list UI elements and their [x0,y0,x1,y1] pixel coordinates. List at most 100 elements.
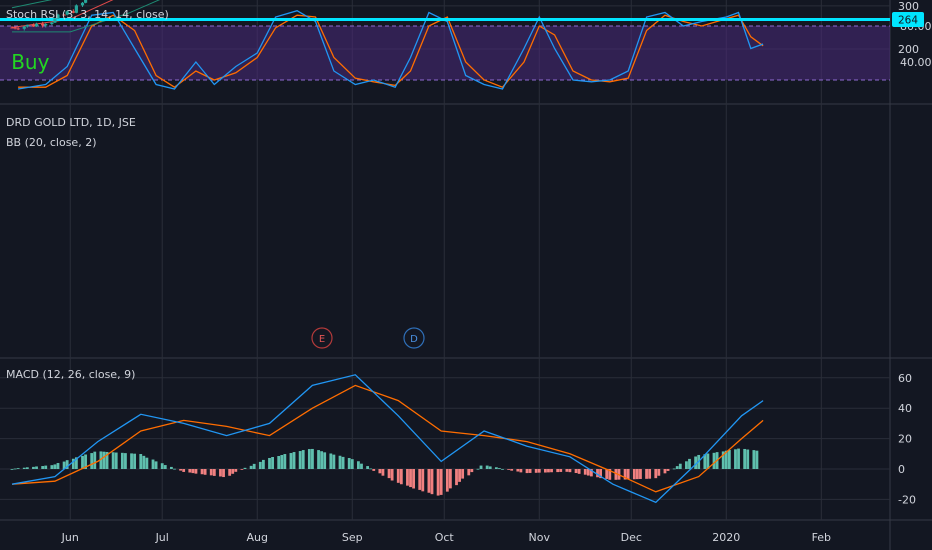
dividend-marker[interactable]: D [403,327,425,349]
macd-histogram-bar [657,469,661,476]
candle-body [34,23,39,27]
macd-histogram-bar [721,451,725,469]
macd-histogram-bar [243,467,247,469]
macd-histogram-bar [99,451,103,469]
macd-histogram-bar [145,457,149,469]
macd-histogram-bar [329,453,333,469]
macd-histogram-bar [559,469,563,472]
macd-histogram-bar [56,462,60,469]
macd-histogram-bar [623,469,627,480]
macd-histogram-bar [525,469,529,474]
macd-histogram-bar [16,468,20,469]
macd-histogram-bar [399,469,403,485]
candle-body [80,2,85,6]
macd-histogram-bar [412,469,415,489]
macd-histogram-bar [182,469,186,472]
macd-histogram-bar [84,454,87,469]
macd-histogram-bar [350,459,354,469]
macd-histogram-bar [663,469,667,474]
macd-histogram-bar [461,469,465,479]
macd-histogram-bar [13,468,17,470]
symbol-legend[interactable]: DRD GOLD LTD, 1D, JSE [6,116,136,129]
candle-body [31,24,36,27]
macd-histogram-bar [234,469,238,472]
macd-histogram-bar [501,468,504,470]
candle-body [25,24,29,27]
candle-body [44,24,48,26]
macd-histogram-bar [470,469,474,473]
macd-histogram-bar [222,469,225,478]
macd-tick-label: 40 [898,402,912,415]
macd-signal-line [11,384,764,493]
macd-histogram-bar [249,465,253,469]
macd-histogram-bar [133,453,137,469]
macd-tick-label: 0 [898,463,905,476]
candle-body [74,5,78,13]
macd-histogram-bar [81,455,84,469]
macd-histogram-bar [694,456,698,469]
macd-histogram-bar [734,449,737,469]
macd-histogram-bar [479,465,483,469]
stoch-legend[interactable]: Stoch RSI (3, 3, 14, 14, close) [6,8,169,21]
macd-histogram-bar [228,469,232,476]
macd-histogram-bar [528,469,532,473]
macd-histogram-bar [258,461,262,469]
macd-histogram-bar [366,466,370,469]
macd-histogram-bar [755,450,759,469]
macd-histogram-bar [706,453,710,469]
macd-histogram-bar [154,461,158,469]
earnings-marker-label: E [319,334,325,345]
macd-histogram-bar [170,466,173,469]
candle-body [10,27,14,29]
macd-histogram-bar [632,469,636,480]
time-axis-label: Sep [342,531,363,544]
macd-histogram-bar [357,461,360,469]
macd-histogram-bar [507,469,511,470]
time-axis-label: Jun [61,531,79,544]
macd-histogram-bar [565,469,569,472]
macd-legend[interactable]: MACD (12, 26, close, 9) [6,368,135,381]
macd-histogram-bar [421,469,425,492]
macd-histogram-bar [341,456,345,469]
macd-histogram-bar [219,469,222,477]
macd-histogram-bar [372,469,376,471]
macd-histogram-bar [139,454,143,469]
macd-histogram-bar [105,451,109,469]
macd-histogram-bar [203,469,207,475]
candle-body [50,22,54,25]
candle-body [16,28,20,30]
macd-histogram-bar [35,466,38,469]
candle-body [56,14,60,19]
macd-histogram-bar [746,449,750,469]
candle-body [41,23,45,26]
macd-histogram-bar [752,450,756,469]
bb-legend[interactable]: BB (20, close, 2) [6,136,97,149]
macd-histogram-bar [596,469,599,478]
macd-histogram-bar [240,469,244,470]
candle-body [62,14,66,16]
time-axis-label: Oct [435,531,455,544]
stoch-tick-label: 40.00 [900,56,932,69]
candle-body [53,18,57,23]
annotations: BuyAddAddConAdd [11,0,191,74]
macd-histogram-bar [577,469,581,474]
price-pane [0,0,890,33]
macd-histogram-bar [608,469,612,480]
macd-histogram-bar [378,469,382,474]
macd-histogram-bar [307,449,311,469]
macd-histogram-bar [547,469,550,473]
macd-histogram-bar [703,454,707,469]
earnings-marker[interactable]: E [311,327,333,349]
macd-histogram-bar [209,469,213,476]
macd-histogram-bar [71,458,75,469]
bb-upper-line [11,0,53,9]
candle-body [65,11,69,15]
time-axis-label: Feb [812,531,831,544]
macd-histogram-bar [360,463,363,469]
macd-histogram-bar [311,448,314,469]
macd-histogram-bar [583,469,587,475]
macd-histogram-bar [90,453,94,469]
macd-histogram-bar [151,459,155,469]
macd-histogram-bar [338,455,342,469]
